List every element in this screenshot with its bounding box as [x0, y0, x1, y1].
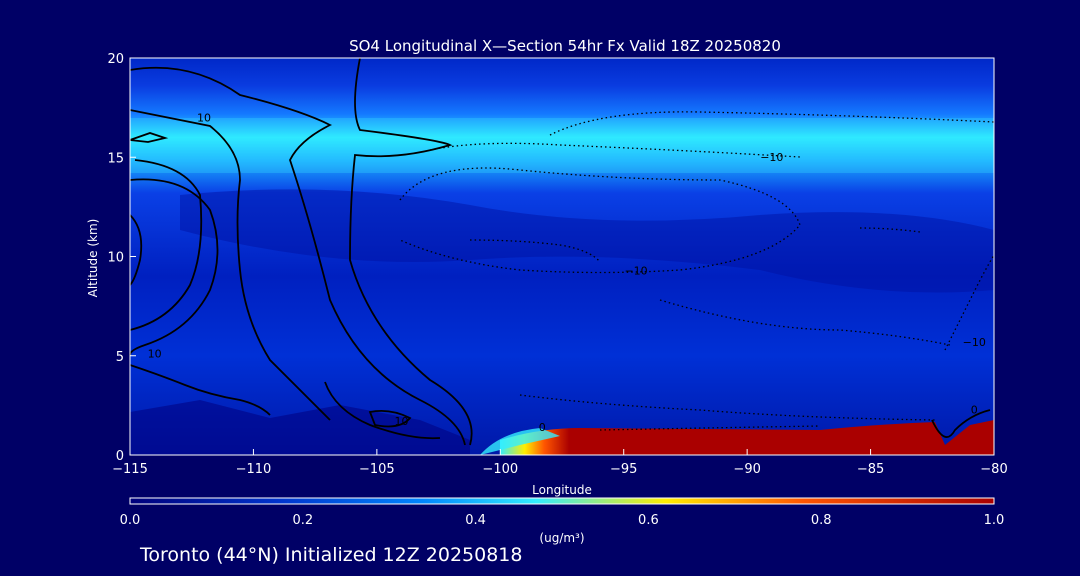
- contour-line: [519, 394, 936, 421]
- x-tick-label: −85: [857, 462, 884, 477]
- footer-text: Toronto (44°N) Initialized 12Z 20250818: [139, 544, 523, 566]
- contour-label: −10: [760, 151, 783, 164]
- colorbar: 0.0 0.2 0.4 0.6 0.8 1.0 (ug/m³): [120, 497, 1005, 545]
- colorbar-tick-label: 0.4: [465, 513, 486, 528]
- y-tick-label: 0: [116, 449, 124, 464]
- y-axis-label: Altitude (km): [86, 219, 100, 298]
- colorbar-tick-label: 0.0: [120, 513, 141, 528]
- contour-line: [469, 239, 601, 263]
- contour-label: 10: [395, 415, 409, 428]
- contour-line: [368, 409, 412, 428]
- chart-title: SO4 Longitudinal X—Section 54hr Fx Valid…: [349, 37, 781, 55]
- x-tick-label: −105: [359, 462, 395, 477]
- contour-label: 0: [971, 403, 978, 416]
- colorbar-fill: [130, 498, 994, 504]
- contour-label: −10: [624, 264, 647, 277]
- colorbar-tick-label: 0.8: [811, 513, 832, 528]
- surface-plume: [500, 420, 994, 455]
- contour-line: [931, 409, 991, 438]
- contour-line: [129, 109, 331, 421]
- contour-line: [129, 214, 143, 286]
- colorbar-frame: [129, 497, 995, 505]
- contour-label: 10: [197, 112, 211, 125]
- contour-line: [859, 227, 921, 233]
- contour-label: 10: [148, 348, 162, 361]
- contour-line: [429, 142, 801, 158]
- contour-line: [549, 111, 995, 136]
- upper-layer: [130, 118, 994, 173]
- plot-area: 10 −10 −10 10 −10 10 0 0: [129, 57, 995, 456]
- colorbar-tick-label: 0.6: [638, 513, 659, 528]
- colorbar-ticks: 0.0 0.2 0.4 0.6 0.8 1.0: [120, 513, 1005, 528]
- colorbar-tick-label: 1.0: [984, 513, 1005, 528]
- contours-dotted: [399, 111, 995, 431]
- contour-line: [944, 254, 995, 351]
- x-tick-label: −80: [980, 462, 1007, 477]
- contour-line: [129, 132, 169, 143]
- contour-line: [324, 381, 441, 440]
- y-axis: 0 5 10 15 20: [107, 52, 136, 464]
- contour-label: 0: [539, 421, 546, 434]
- y-tick-label: 20: [107, 52, 124, 67]
- x-axis-label: Longitude: [532, 483, 592, 497]
- x-tick-label: −110: [236, 462, 272, 477]
- contour-line: [129, 178, 219, 356]
- dark-patch: [180, 189, 994, 293]
- x-tick-label: −115: [112, 462, 148, 477]
- contour-line: [349, 57, 473, 446]
- y-tick-label: 5: [116, 350, 124, 365]
- contours-solid: [129, 57, 991, 446]
- x-tick-label: −95: [610, 462, 637, 477]
- contour-line: [659, 299, 951, 346]
- field-background: [130, 58, 994, 455]
- x-tick-label: −100: [482, 462, 518, 477]
- colorbar-tick-label: 0.2: [292, 513, 313, 528]
- contour-label: −10: [963, 336, 986, 349]
- surface-dark: [130, 400, 470, 455]
- x-axis: −115 −110 −105 −100 −95 −90 −85 −80: [112, 449, 1008, 477]
- contour-labels: 10 −10 −10 10 −10 10 0 0: [148, 112, 986, 435]
- y-tick-label: 10: [107, 251, 124, 266]
- plume-fringe: [480, 428, 560, 455]
- contour-line: [129, 364, 271, 416]
- colorbar-unit-label: (ug/m³): [539, 531, 584, 545]
- contour-line: [129, 66, 466, 446]
- contour-line: [399, 167, 801, 274]
- x-tick-label: −90: [733, 462, 760, 477]
- contour-line: [129, 159, 203, 331]
- y-tick-label: 15: [107, 151, 124, 166]
